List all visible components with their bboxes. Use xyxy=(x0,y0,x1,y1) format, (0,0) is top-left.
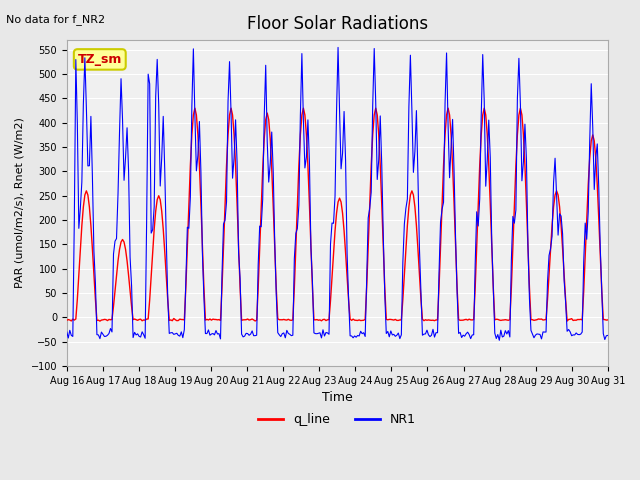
Text: No data for f_NR2: No data for f_NR2 xyxy=(6,14,106,25)
Text: TZ_sm: TZ_sm xyxy=(77,53,122,66)
Y-axis label: PAR (umol/m2/s), Rnet (W/m2): PAR (umol/m2/s), Rnet (W/m2) xyxy=(15,118,25,288)
Title: Floor Solar Radiations: Floor Solar Radiations xyxy=(247,15,428,33)
X-axis label: Time: Time xyxy=(322,391,353,404)
Legend: q_line, NR1: q_line, NR1 xyxy=(253,408,421,432)
